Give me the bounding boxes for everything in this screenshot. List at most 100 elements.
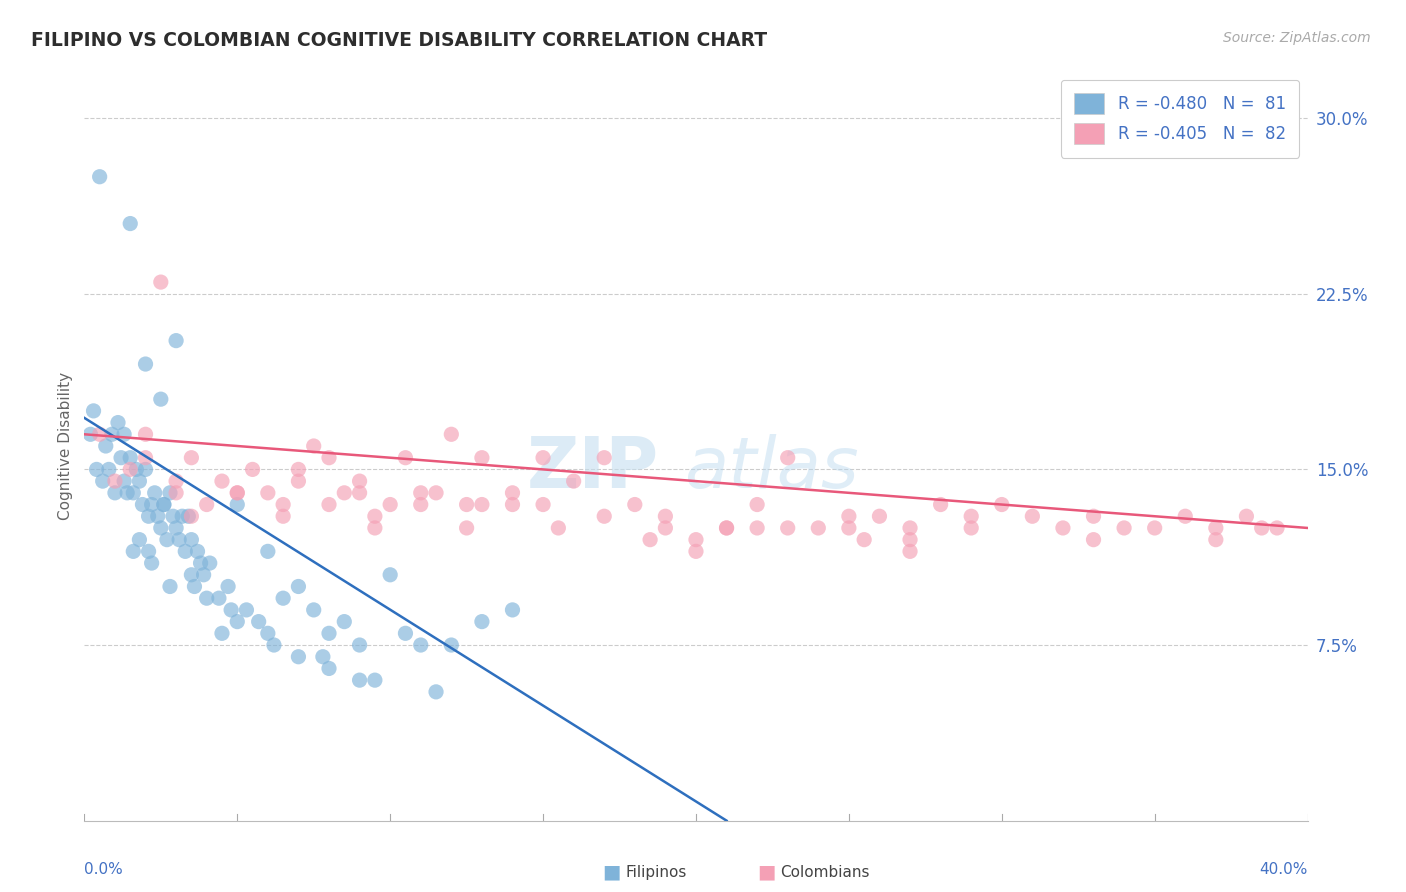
Point: [135, 427, 157, 442]
Point: [747, 498, 769, 512]
Point: [991, 498, 1014, 512]
Point: [101, 427, 124, 442]
Point: [165, 521, 187, 535]
Point: [86, 462, 108, 476]
Point: [211, 474, 233, 488]
Point: [149, 521, 172, 535]
Point: [1236, 509, 1258, 524]
Point: [333, 485, 356, 500]
Point: [143, 485, 166, 500]
Point: [195, 498, 218, 512]
Point: [226, 485, 249, 500]
Point: [186, 544, 208, 558]
Point: [531, 450, 554, 465]
Point: [776, 521, 799, 535]
Point: [349, 673, 371, 688]
Point: [180, 567, 202, 582]
Point: [776, 450, 799, 465]
Text: Source: ZipAtlas.com: Source: ZipAtlas.com: [1223, 31, 1371, 45]
Point: [380, 567, 402, 582]
Point: [1021, 509, 1043, 524]
Point: [235, 603, 257, 617]
Point: [183, 580, 205, 594]
Point: [440, 427, 463, 442]
Point: [122, 485, 145, 500]
Point: [138, 509, 160, 524]
Point: [83, 404, 105, 418]
Point: [159, 485, 181, 500]
Point: [180, 509, 202, 524]
Point: [685, 544, 707, 558]
Text: 0.0%: 0.0%: [84, 862, 124, 877]
Point: [146, 509, 169, 524]
Point: [165, 474, 187, 488]
Point: [838, 509, 860, 524]
Point: [141, 498, 163, 512]
Point: [471, 450, 494, 465]
Point: [312, 649, 335, 664]
Point: [167, 533, 190, 547]
Point: [593, 450, 616, 465]
Point: [638, 533, 661, 547]
Point: [287, 462, 309, 476]
Point: [1114, 521, 1136, 535]
Point: [654, 521, 676, 535]
Point: [287, 580, 309, 594]
Point: [349, 638, 371, 652]
Point: [394, 450, 416, 465]
Point: [226, 615, 249, 629]
Point: [211, 626, 233, 640]
Point: [364, 509, 387, 524]
Point: [190, 556, 212, 570]
Point: [456, 521, 478, 535]
Point: [471, 615, 494, 629]
Point: [153, 498, 176, 512]
Point: [287, 474, 309, 488]
Point: [138, 544, 160, 558]
Point: [394, 626, 416, 640]
Point: [271, 591, 294, 606]
Point: [172, 509, 194, 524]
Point: [502, 603, 524, 617]
Point: [91, 474, 114, 488]
Point: [502, 498, 524, 512]
Point: [156, 533, 179, 547]
Point: [685, 533, 707, 547]
Point: [531, 498, 554, 512]
Point: [198, 556, 221, 570]
Point: [104, 474, 127, 488]
Point: [898, 544, 921, 558]
Point: [502, 485, 524, 500]
Point: [471, 498, 494, 512]
Point: [195, 591, 218, 606]
Point: [1174, 509, 1197, 524]
Point: [1083, 509, 1105, 524]
Point: [807, 521, 830, 535]
Point: [409, 638, 432, 652]
Point: [131, 498, 153, 512]
Text: 40.0%: 40.0%: [1260, 862, 1308, 877]
Point: [409, 485, 432, 500]
Point: [562, 474, 585, 488]
Legend: R = -0.480   N =  81, R = -0.405   N =  82: R = -0.480 N = 81, R = -0.405 N = 82: [1062, 79, 1299, 158]
Point: [257, 544, 280, 558]
Point: [318, 661, 340, 675]
Point: [174, 544, 197, 558]
Point: [110, 450, 132, 465]
Point: [440, 638, 463, 652]
Point: [869, 509, 891, 524]
Point: [1250, 521, 1272, 535]
Point: [149, 392, 172, 407]
Point: [333, 615, 356, 629]
Point: [349, 474, 371, 488]
Point: [159, 580, 181, 594]
Point: [1205, 521, 1227, 535]
Point: [364, 521, 387, 535]
Point: [219, 603, 242, 617]
Point: [165, 485, 187, 500]
Point: [318, 626, 340, 640]
Point: [838, 521, 860, 535]
Point: [107, 416, 129, 430]
Point: [302, 439, 325, 453]
Point: [128, 533, 150, 547]
